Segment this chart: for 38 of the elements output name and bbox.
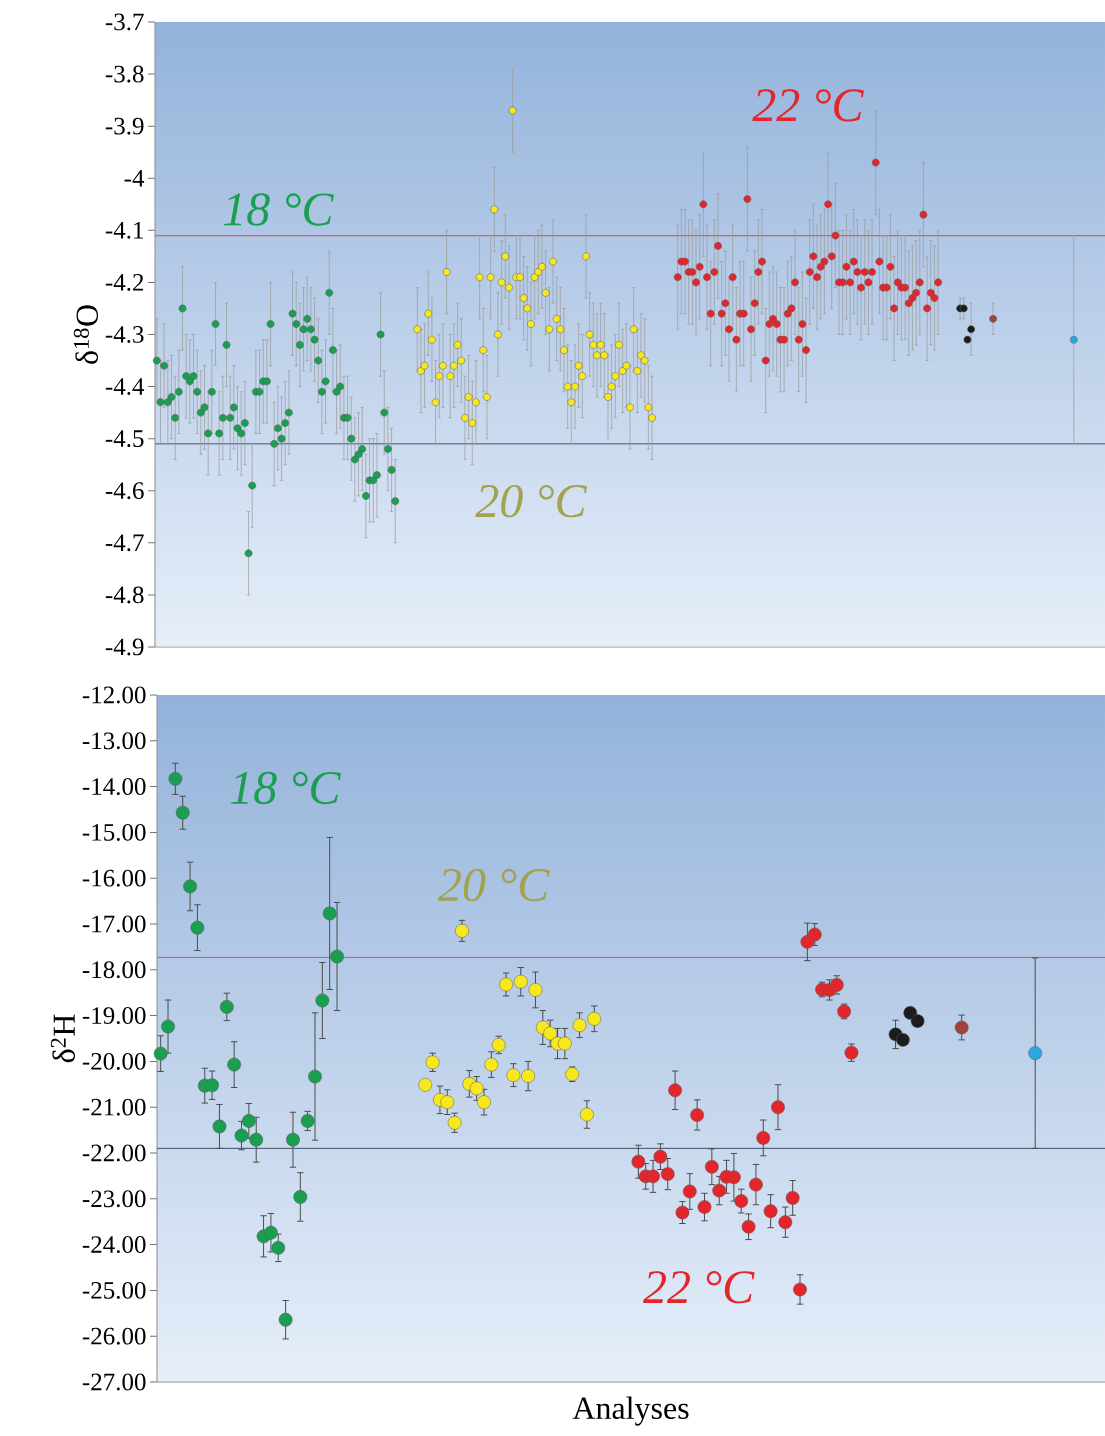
y-axis-title: δ$^{2}$H [50, 1014, 76, 1063]
annotation: 22 °C [643, 1270, 755, 1304]
y-tick-label: -22.00 [82, 1144, 146, 1162]
y-tick-label: -4.1 [105, 221, 143, 239]
annotation: 18 °C [230, 771, 341, 805]
y-tick-label: -3.9 [105, 117, 144, 135]
annotation: 22 °C [752, 89, 864, 122]
y-tick-label: -27.00 [82, 1373, 146, 1391]
y-tick-label: -4.8 [105, 586, 144, 604]
y-tick-label: -4.5 [105, 430, 144, 448]
y-tick-label: -15.00 [82, 823, 146, 841]
y-tick-label: -4.9 [105, 638, 144, 656]
y-tick-label: -3.8 [105, 65, 144, 83]
y-tick-label: -12.00 [82, 686, 146, 704]
y-tick-label: -4.3 [105, 326, 144, 343]
annotation: 20 °C [437, 868, 550, 902]
y-tick-label: -17.00 [82, 915, 146, 933]
y-tick-label: -4.7 [105, 534, 144, 552]
y-tick-label: -18.00 [82, 961, 146, 979]
annotation: 20 °C [475, 484, 588, 518]
x-axis-title: Analyses [572, 1396, 689, 1426]
y-tick-label: -4 [124, 170, 145, 187]
y-tick-label: -13.00 [82, 732, 146, 750]
y-tick-label: -20.00 [82, 1052, 146, 1070]
y-axis-title: δ$^{18}$O [73, 305, 99, 364]
y-tick-label: -19.00 [82, 1007, 146, 1025]
y-tick-label: -4.4 [105, 378, 145, 395]
y-tick-label: -14.00 [82, 778, 146, 796]
y-tick-label: -4.2 [105, 273, 144, 291]
y-tick-label: -4.6 [105, 482, 144, 500]
annotation: 18 °C [223, 193, 334, 226]
y-tick-label: -21.00 [82, 1098, 146, 1116]
y-tick-label: -23.00 [82, 1190, 146, 1208]
y-tick-label: -26.00 [82, 1327, 146, 1345]
y-tick-label: -16.00 [82, 869, 146, 887]
y-tick-label: -24.00 [82, 1236, 146, 1254]
y-tick-label: -3.7 [105, 13, 144, 31]
y-tick-label: -25.00 [82, 1281, 146, 1299]
